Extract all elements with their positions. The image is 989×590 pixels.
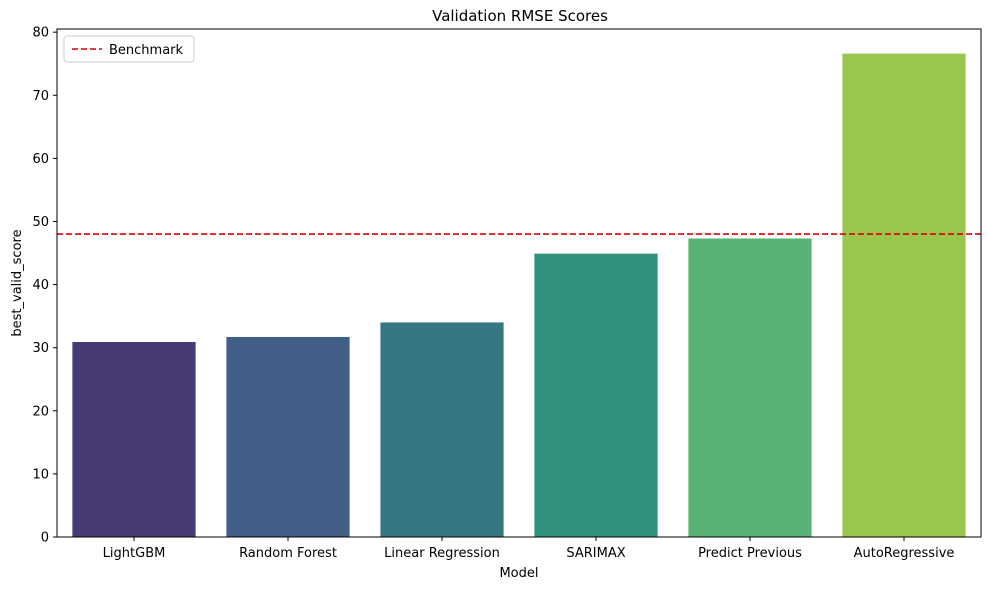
bars-group xyxy=(72,53,966,538)
y-tick-label: 10 xyxy=(32,467,49,482)
bar-random-forest xyxy=(226,336,350,537)
x-axis-label: Model xyxy=(499,566,538,581)
y-tick-label: 70 xyxy=(32,89,49,104)
x-tick-label: Predict Previous xyxy=(698,546,802,561)
x-tick-label: Linear Regression xyxy=(384,546,500,561)
x-tick-label: LightGBM xyxy=(103,546,166,561)
y-tick-label: 0 xyxy=(41,531,49,546)
bar-predict-previous xyxy=(688,238,812,537)
x-tick-label: Random Forest xyxy=(239,546,337,561)
y-tick-label: 30 xyxy=(32,341,49,356)
plot-frame xyxy=(56,28,982,538)
y-tick-label: 80 xyxy=(32,26,49,41)
chart-title: Validation RMSE Scores xyxy=(432,7,608,25)
x-tick-label: SARIMAX xyxy=(566,546,625,561)
y-tick-label: 40 xyxy=(32,278,49,293)
bar-linear-regression xyxy=(380,322,504,537)
bar-lightgbm xyxy=(72,342,196,537)
y-tick-label: 60 xyxy=(32,152,49,167)
legend-benchmark-label: Benchmark xyxy=(109,43,184,58)
y-tick-label: 50 xyxy=(32,215,49,230)
x-axis: LightGBM Random Forest Linear Regression SA… xyxy=(103,537,955,561)
y-tick-label: 20 xyxy=(32,404,49,419)
legend-box xyxy=(63,35,195,63)
bar-sarimax xyxy=(534,253,658,538)
x-tick-label: AutoRegressive xyxy=(854,546,955,561)
y-axis: 0 10 20 30 40 50 60 70 80 xyxy=(32,26,57,546)
bar-autoregressive xyxy=(842,53,966,538)
legend: Benchmark xyxy=(63,35,195,63)
y-axis-label: best_valid_score xyxy=(10,229,25,336)
